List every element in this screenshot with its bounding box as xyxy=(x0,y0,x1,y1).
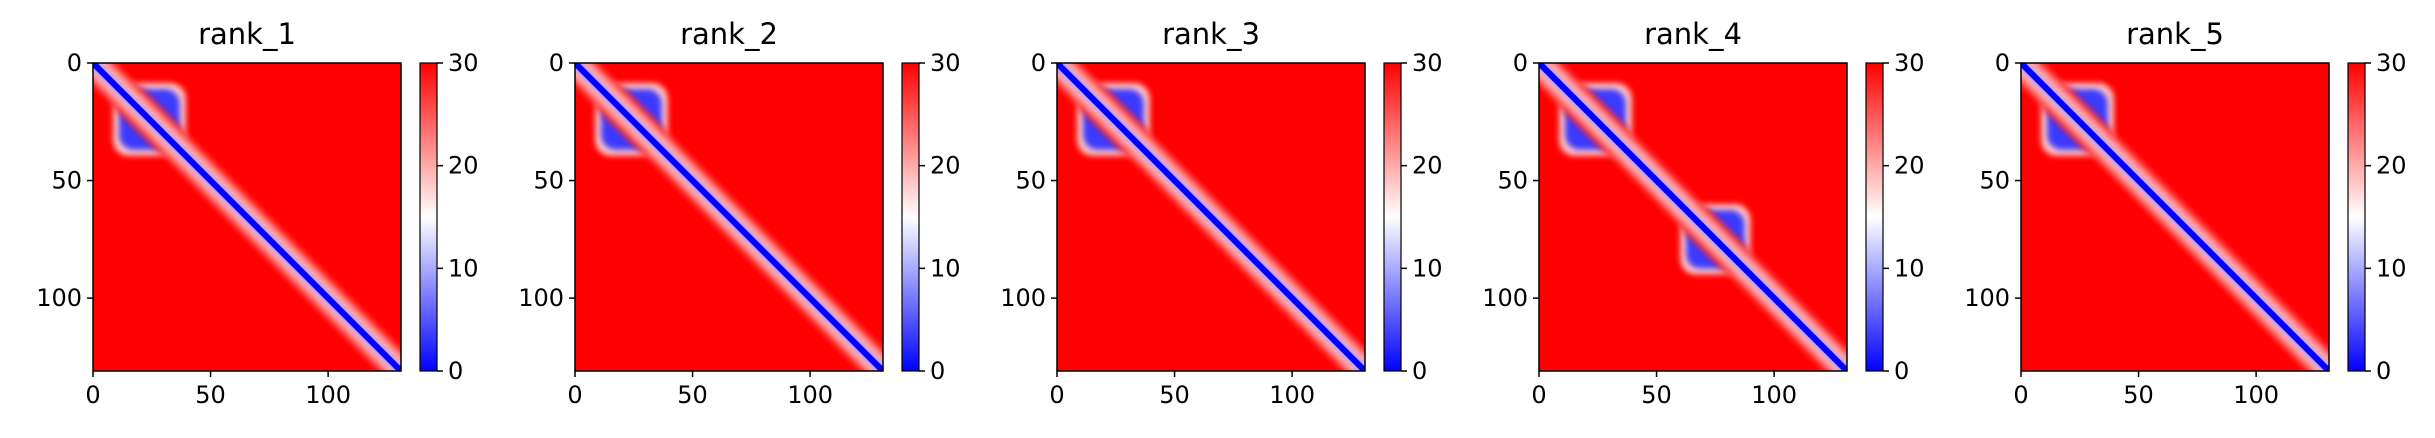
panel-1: rank_1 0 50 100 0 50 100 0 10 20 30 xyxy=(36,17,478,409)
panel-title: rank_1 xyxy=(198,17,296,51)
colorbar-tick-label: 20 xyxy=(1412,152,1443,180)
colorbar xyxy=(1865,62,1884,372)
diagonal-core xyxy=(1057,63,1365,371)
colorbar-tick-label: 30 xyxy=(448,49,479,77)
x-tick-label: 0 xyxy=(2013,381,2028,409)
x-tick-label: 50 xyxy=(1641,381,1672,409)
y-tick-label: 0 xyxy=(549,49,564,77)
panel-title: rank_4 xyxy=(1644,17,1742,51)
panel-4: rank_4 0 50 100 0 50 100 0 10 20 30 xyxy=(1482,17,1924,409)
colorbar-tick-label: 0 xyxy=(2376,357,2391,385)
colorbar-tick-label: 20 xyxy=(448,152,479,180)
y-tick-label: 50 xyxy=(533,167,564,195)
heatmap xyxy=(93,63,401,371)
x-tick-label: 50 xyxy=(195,381,226,409)
panel-title: rank_2 xyxy=(680,17,778,51)
colorbar-tick-label: 10 xyxy=(448,254,479,282)
y-tick-label: 50 xyxy=(1497,167,1528,195)
y-tick-label: 100 xyxy=(518,284,564,312)
diagonal-core xyxy=(575,63,883,371)
heatmap-frame xyxy=(574,62,884,372)
colorbar-tick-label: 20 xyxy=(930,152,961,180)
x-tick-label: 0 xyxy=(1531,381,1546,409)
colorbar-tick-label: 0 xyxy=(1412,357,1427,385)
colorbar-tick-label: 20 xyxy=(1894,152,1925,180)
colorbar-tick-label: 10 xyxy=(2376,254,2407,282)
colorbar-tick-label: 10 xyxy=(930,254,961,282)
colorbar-tick-label: 10 xyxy=(1894,254,1925,282)
colorbar-tick-label: 30 xyxy=(1894,49,1925,77)
colorbar xyxy=(419,62,438,372)
colorbar xyxy=(1383,62,1402,372)
x-tick-label: 0 xyxy=(1049,381,1064,409)
y-tick-label: 0 xyxy=(1513,49,1528,77)
y-tick-label: 100 xyxy=(1000,284,1046,312)
y-tick-label: 0 xyxy=(67,49,82,77)
x-tick-label: 50 xyxy=(1159,381,1190,409)
y-tick-label: 50 xyxy=(1015,167,1046,195)
x-tick-label: 0 xyxy=(567,381,582,409)
colorbar-tick-label: 0 xyxy=(448,357,463,385)
panel-3: rank_3 0 50 100 0 50 100 0 10 20 30 xyxy=(1000,17,1442,409)
x-tick-label: 0 xyxy=(85,381,100,409)
y-tick-label: 100 xyxy=(1482,284,1528,312)
heatmap xyxy=(1057,63,1365,371)
y-tick-label: 0 xyxy=(1031,49,1046,77)
colorbar-tick-label: 20 xyxy=(2376,152,2407,180)
heatmap-frame xyxy=(1538,62,1848,372)
x-tick-label: 100 xyxy=(787,381,833,409)
panel-5: rank_5 0 50 100 0 50 100 0 10 20 30 xyxy=(1964,17,2406,409)
heatmap xyxy=(1539,63,1847,371)
x-tick-label: 50 xyxy=(2123,381,2154,409)
diagonal-core xyxy=(2021,63,2329,371)
heatmap xyxy=(2021,63,2329,371)
y-tick-label: 50 xyxy=(51,167,82,195)
diagonal-core xyxy=(1539,63,1847,371)
x-tick-label: 50 xyxy=(677,381,708,409)
colorbar-tick-label: 10 xyxy=(1412,254,1443,282)
colorbar-tick-label: 0 xyxy=(1894,357,1909,385)
x-tick-label: 100 xyxy=(1751,381,1797,409)
panel-title: rank_5 xyxy=(2126,17,2224,51)
panel-title: rank_3 xyxy=(1162,17,1260,51)
heatmap-frame xyxy=(2020,62,2330,372)
colorbar-tick-label: 0 xyxy=(930,357,945,385)
x-tick-label: 100 xyxy=(2233,381,2279,409)
heatmap-frame xyxy=(1056,62,1366,372)
x-tick-label: 100 xyxy=(305,381,351,409)
y-tick-label: 0 xyxy=(1995,49,2010,77)
colorbar xyxy=(901,62,920,372)
y-tick-label: 100 xyxy=(1964,284,2010,312)
colorbar-tick-label: 30 xyxy=(2376,49,2407,77)
panel-2: rank_2 0 50 100 0 50 100 0 10 20 30 xyxy=(518,17,960,409)
x-tick-label: 100 xyxy=(1269,381,1315,409)
y-tick-label: 100 xyxy=(36,284,82,312)
y-tick-label: 50 xyxy=(1979,167,2010,195)
heatmap xyxy=(575,63,883,371)
colorbar-tick-label: 30 xyxy=(930,49,961,77)
heatmap-frame xyxy=(92,62,402,372)
colorbar xyxy=(2347,62,2366,372)
diagonal-core xyxy=(93,63,401,371)
colorbar-tick-label: 30 xyxy=(1412,49,1443,77)
